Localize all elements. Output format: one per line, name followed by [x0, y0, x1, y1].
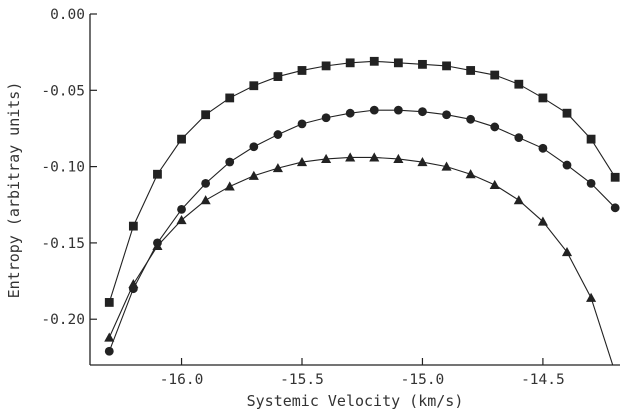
x-tick-label: -14.5: [521, 372, 565, 388]
data-point-circle: [610, 203, 620, 213]
data-point-circle: [490, 122, 500, 132]
data-point-circle: [104, 346, 114, 356]
x-tick-label: -16.0: [160, 372, 204, 388]
y-tick-label: 0.00: [50, 7, 85, 23]
series-square: [104, 56, 620, 307]
data-point-square: [201, 110, 211, 120]
data-point-square: [586, 134, 596, 144]
data-point-triangle: [465, 169, 476, 179]
data-point-triangle: [200, 195, 211, 205]
data-point-triangle: [489, 179, 500, 189]
data-point-circle: [538, 143, 548, 153]
y-tick-label: -0.05: [41, 83, 85, 99]
data-point-circle: [249, 142, 259, 152]
data-point-circle: [297, 119, 307, 129]
x-tick-label: -15.0: [401, 372, 445, 388]
data-point-square: [273, 72, 283, 81]
series-triangle: [104, 152, 620, 377]
y-tick-label: -0.20: [41, 312, 85, 328]
data-point-square: [128, 221, 138, 231]
data-point-triangle: [272, 163, 283, 173]
data-point-square: [442, 61, 451, 71]
data-point-triangle: [417, 156, 428, 167]
data-point-triangle: [537, 216, 548, 226]
data-point-circle: [418, 107, 427, 117]
data-point-triangle: [513, 195, 524, 205]
data-point-triangle: [128, 279, 139, 289]
data-point-square: [297, 66, 307, 75]
data-point-square: [177, 134, 186, 144]
data-point-square: [321, 61, 331, 71]
series-layer: [104, 56, 620, 377]
data-point-triangle: [176, 214, 187, 225]
data-point-circle: [586, 178, 596, 188]
x-tick-label: -15.5: [280, 372, 324, 388]
series-line: [108, 156, 614, 365]
data-point-square: [562, 108, 572, 118]
data-point-triangle: [369, 152, 380, 162]
data-point-triangle: [321, 153, 332, 164]
data-point-square: [153, 169, 162, 179]
x-axis-title: Systemic Velocity (km/s): [247, 392, 464, 410]
data-point-triangle: [561, 247, 573, 257]
data-point-circle: [369, 105, 379, 115]
data-point-triangle: [393, 153, 404, 164]
data-point-square: [225, 93, 235, 103]
y-tick-label: -0.15: [41, 236, 85, 252]
data-point-triangle: [224, 181, 235, 191]
data-point-square: [345, 58, 355, 68]
series-line: [108, 60, 616, 303]
ticks: -16.0 -15.5 -15.0 -14.5 0.00 -0.05 -0.10 -0.15 -…: [41, 7, 564, 388]
data-point-triangle: [345, 152, 356, 162]
data-point-circle: [225, 157, 235, 167]
data-point-triangle: [248, 170, 259, 180]
data-point-triangle: [152, 240, 163, 251]
data-point-square: [418, 59, 427, 69]
data-point-triangle: [586, 292, 597, 302]
data-point-circle: [273, 130, 283, 139]
series-line: [108, 109, 616, 352]
data-point-square: [610, 172, 620, 182]
data-point-square: [538, 93, 548, 103]
data-point-circle: [201, 178, 211, 188]
data-point-circle: [177, 204, 186, 214]
data-point-circle: [466, 114, 476, 124]
data-point-square: [466, 66, 476, 75]
data-point-square: [369, 56, 379, 66]
y-axis-title: Entropy (arbitray units): [5, 82, 23, 299]
data-point-triangle: [441, 161, 452, 171]
data-point-square: [393, 58, 403, 68]
data-point-square: [490, 70, 500, 80]
data-point-square: [104, 298, 114, 307]
data-point-circle: [562, 160, 572, 170]
data-point-square: [514, 79, 524, 89]
data-point-triangle: [610, 368, 620, 377]
data-point-triangle: [296, 156, 308, 167]
data-point-circle: [321, 113, 331, 123]
axes: [89, 14, 620, 366]
data-point-circle: [514, 133, 524, 143]
data-point-circle: [345, 108, 355, 118]
data-point-triangle: [104, 332, 115, 342]
y-tick-label: -0.10: [41, 160, 85, 176]
series-circle: [104, 105, 620, 356]
data-point-square: [249, 81, 259, 91]
data-point-circle: [442, 110, 451, 120]
data-point-circle: [393, 105, 403, 115]
